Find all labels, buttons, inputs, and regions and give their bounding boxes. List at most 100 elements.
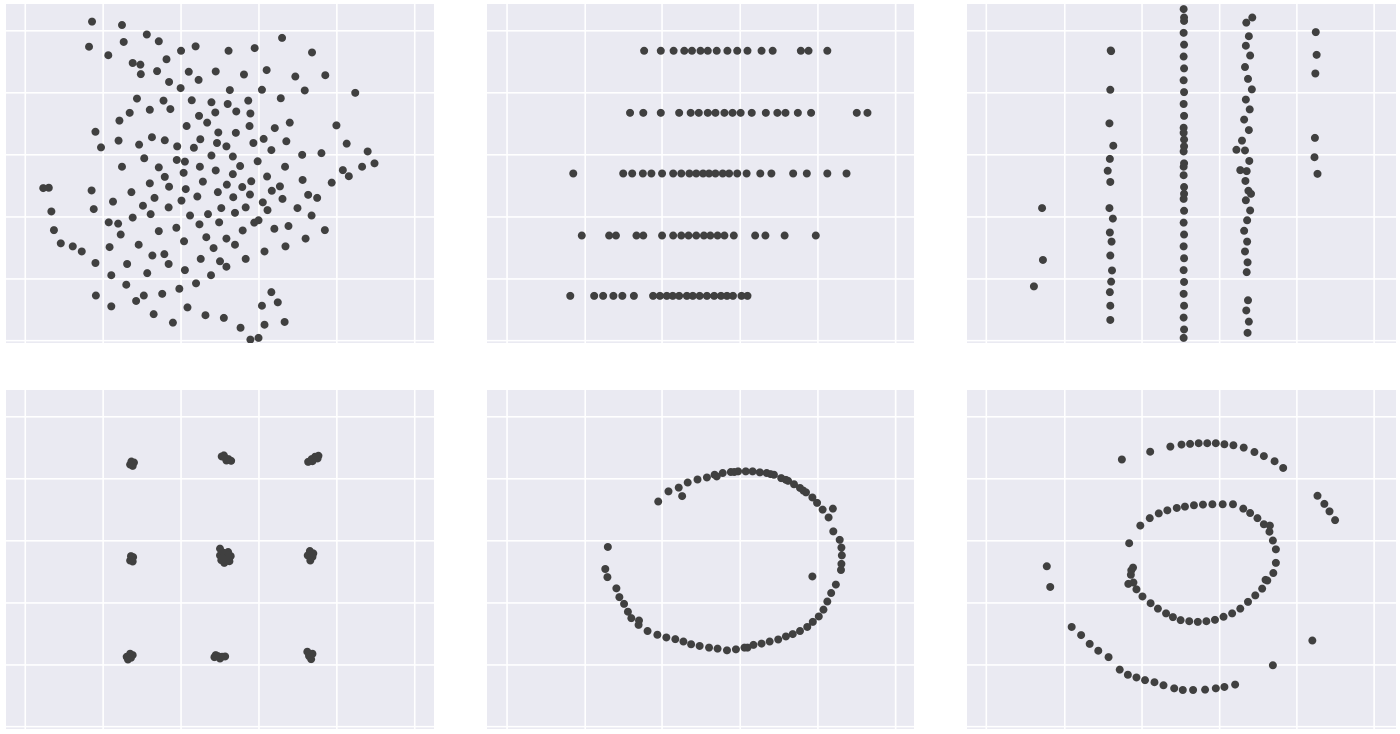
scatter-point (1123, 670, 1132, 679)
scatter-point (196, 254, 205, 263)
scatter-point (1186, 439, 1195, 448)
scatter-point (751, 231, 760, 240)
scatter-point (313, 454, 322, 463)
scatter-point (1253, 514, 1262, 523)
scatter-point (1240, 146, 1249, 155)
scatter-point (649, 291, 658, 300)
scatter-point (114, 219, 123, 228)
scatter-point (263, 206, 272, 215)
scatter-point (291, 72, 300, 81)
scatter-point (658, 231, 667, 240)
scatter-point (184, 67, 193, 76)
scatter-point (818, 505, 827, 514)
scatter-point (684, 231, 693, 240)
scatter-point (1029, 282, 1038, 291)
scatter-point (1313, 169, 1322, 178)
scatter-point (1179, 100, 1188, 109)
scatter-point (1193, 617, 1202, 626)
scatter-point (254, 333, 263, 342)
scatter-point (193, 192, 202, 201)
scatter-point (232, 107, 241, 116)
scatter-point (238, 226, 247, 235)
scatter-point (712, 472, 721, 481)
scatter-point (643, 627, 652, 636)
scatter-point (230, 240, 239, 249)
scatter-point (148, 251, 157, 260)
scatter-point (145, 105, 154, 114)
scatter-point (688, 291, 697, 300)
scatter-point (733, 169, 742, 178)
scatter-point (370, 159, 379, 168)
scatter-point (612, 584, 621, 593)
scatter-point (203, 118, 212, 127)
scatter-point (781, 108, 790, 117)
scatter-point (1243, 258, 1252, 267)
scatter-point (827, 589, 836, 598)
scatter-point (281, 242, 290, 251)
scatter-point (164, 260, 173, 269)
scatter-point (187, 96, 196, 105)
scatter-point (223, 100, 232, 109)
scatter-point (1220, 440, 1229, 449)
scatter-point (1115, 665, 1124, 674)
scatter-point (1132, 585, 1141, 594)
scatter-point (278, 33, 287, 42)
scatter-point (695, 291, 704, 300)
scatter-point (298, 175, 307, 184)
scatter-point (729, 231, 738, 240)
scatter-point (1154, 509, 1163, 518)
scatter-point (1146, 599, 1155, 608)
scatter-point (1150, 678, 1159, 687)
scatter-point (696, 46, 705, 55)
scatter-point (768, 46, 777, 55)
scatter-point (1168, 613, 1177, 622)
scatter-point (132, 94, 141, 103)
scatter-point (140, 154, 149, 163)
scatter-point (1219, 612, 1228, 621)
scatter-point (790, 480, 799, 489)
scatter-point (179, 168, 188, 177)
scatter-point (239, 70, 248, 79)
scatter-point (638, 169, 647, 178)
scatter-point (1179, 266, 1188, 275)
scatter-point (1198, 500, 1207, 509)
scatter-panel-4 (6, 390, 434, 729)
scatter-point (1245, 156, 1254, 165)
scatter-point (1236, 166, 1245, 175)
scatter-point (180, 157, 189, 166)
scatter-point (309, 549, 318, 558)
scatter-point (135, 140, 144, 149)
scatter-point (219, 451, 228, 460)
scatter-point (236, 323, 245, 332)
scatter-point (285, 118, 294, 127)
scatter-point (1125, 539, 1134, 548)
scatter-point (122, 280, 131, 289)
scatter-point (1259, 520, 1268, 529)
scatter-point (222, 234, 231, 243)
scatter-point (260, 247, 269, 256)
scatter-point (126, 653, 135, 662)
scatter-point (1146, 447, 1155, 456)
scatter-point (1180, 502, 1189, 511)
scatter-point (238, 183, 247, 192)
scatter-point (1153, 604, 1162, 613)
scatter-point (722, 646, 731, 655)
scatter-point (191, 42, 200, 51)
scatter-point (668, 291, 677, 300)
scatter-point (211, 166, 220, 175)
scatter-point (245, 122, 254, 131)
scatter-point (1180, 64, 1189, 73)
scatter-point (627, 614, 636, 623)
scatter-point (731, 645, 740, 654)
scatter-point (68, 242, 77, 251)
scatter-point (1228, 609, 1237, 618)
scatter-point (125, 108, 134, 117)
scatter-point (91, 291, 100, 300)
scatter-point (246, 335, 255, 343)
scatter-point (1250, 448, 1259, 457)
scatter-point (1245, 105, 1254, 114)
scatter-point (632, 231, 641, 240)
scatter-point (1180, 301, 1189, 310)
scatter-point (1242, 18, 1251, 27)
scatter-point (694, 108, 703, 117)
